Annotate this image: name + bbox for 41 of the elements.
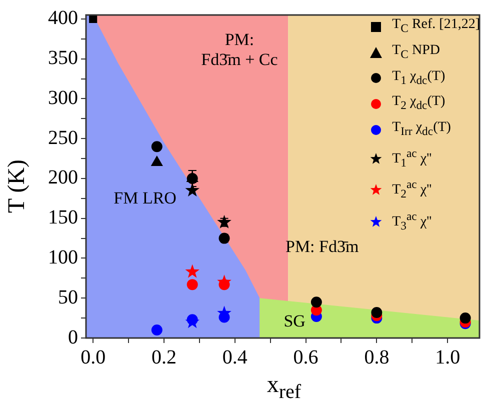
- legend-label: T$_{1}$$^{ac}$ χ'': [392, 146, 432, 172]
- y-tick-label: 100: [48, 246, 78, 268]
- y-tick-label: 0: [68, 326, 78, 348]
- annotation: PM: Fd3̄m: [285, 237, 359, 256]
- point: [186, 279, 198, 290]
- y-tick-label: 150: [48, 206, 78, 229]
- y-axis-title: T (K): [4, 159, 31, 213]
- annotation: SG: [284, 311, 306, 330]
- legend-label: T$_{3}$$^{ac}$ χ'': [392, 208, 432, 234]
- annotation: FM LRO: [114, 188, 176, 208]
- x-tick-label: 0.8: [364, 346, 390, 368]
- y-tick-label: 300: [48, 86, 78, 109]
- point: [185, 264, 200, 278]
- x-axis-title: x$_{ref}$: [266, 372, 302, 404]
- point: [185, 182, 200, 197]
- y-tick-label: 350: [48, 47, 78, 70]
- legend-label: T$_{C}$ NPD: [392, 42, 440, 63]
- y-tick-label: 250: [48, 126, 78, 149]
- x-tick-label: 0.0: [80, 346, 106, 368]
- legend-label: T$_{C}$ Ref. [21,22]: [392, 16, 480, 37]
- point: [151, 156, 163, 166]
- legend-label: T$_{2}$ χ$_{dc}$(T): [392, 93, 446, 114]
- y-tick-label: 400: [48, 7, 78, 30]
- x-tick-label: 1.0: [435, 346, 460, 368]
- point: [151, 141, 162, 152]
- y-tick-label: 50: [58, 286, 78, 308]
- point: [218, 279, 230, 290]
- x-tick-label: 0.4: [222, 346, 248, 368]
- y-tick-label: 200: [48, 166, 78, 189]
- point: [371, 306, 382, 318]
- x-tick-label: 0.2: [151, 346, 176, 368]
- annotation: PM: Fd3̄m + Cc: [201, 30, 278, 69]
- point: [151, 324, 162, 336]
- point: [460, 312, 471, 324]
- x-tick-label: 0.6: [293, 346, 318, 368]
- legend-label: T$_{2}$$^{ac}$ χ'': [392, 177, 432, 203]
- point: [310, 296, 322, 308]
- legend-label: T$_{Irr}$ χ$_{dc}$(T): [392, 119, 451, 140]
- legend-label: T$_{1}$ χ$_{dc}$(T): [392, 68, 446, 88]
- point: [186, 314, 198, 326]
- point: [217, 214, 232, 228]
